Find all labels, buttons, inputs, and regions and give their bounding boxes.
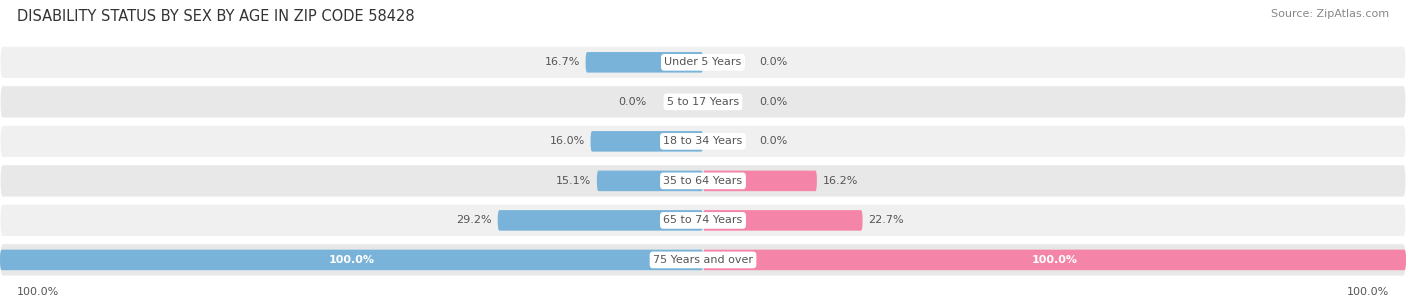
FancyBboxPatch shape [0, 46, 1406, 78]
FancyBboxPatch shape [0, 204, 1406, 237]
Text: DISABILITY STATUS BY SEX BY AGE IN ZIP CODE 58428: DISABILITY STATUS BY SEX BY AGE IN ZIP C… [17, 9, 415, 24]
Text: 5 to 17 Years: 5 to 17 Years [666, 97, 740, 107]
FancyBboxPatch shape [0, 125, 1406, 157]
Text: 0.0%: 0.0% [619, 97, 647, 107]
Text: 35 to 64 Years: 35 to 64 Years [664, 176, 742, 186]
Text: 0.0%: 0.0% [759, 136, 787, 146]
Text: Source: ZipAtlas.com: Source: ZipAtlas.com [1271, 9, 1389, 19]
Text: 15.1%: 15.1% [555, 176, 591, 186]
Text: 65 to 74 Years: 65 to 74 Years [664, 216, 742, 225]
FancyBboxPatch shape [0, 165, 1406, 197]
FancyBboxPatch shape [586, 52, 703, 73]
Text: 16.2%: 16.2% [823, 176, 858, 186]
Text: 29.2%: 29.2% [457, 216, 492, 225]
FancyBboxPatch shape [0, 250, 703, 270]
Legend: Male, Female: Male, Female [641, 303, 765, 304]
FancyBboxPatch shape [703, 210, 863, 231]
FancyBboxPatch shape [703, 171, 817, 191]
Text: 100.0%: 100.0% [1032, 255, 1077, 265]
FancyBboxPatch shape [703, 250, 1406, 270]
Text: 0.0%: 0.0% [759, 57, 787, 67]
Text: 18 to 34 Years: 18 to 34 Years [664, 136, 742, 146]
FancyBboxPatch shape [596, 171, 703, 191]
FancyBboxPatch shape [0, 244, 1406, 276]
Text: 22.7%: 22.7% [869, 216, 904, 225]
FancyBboxPatch shape [0, 86, 1406, 118]
Text: 100.0%: 100.0% [17, 287, 59, 297]
FancyBboxPatch shape [591, 131, 703, 152]
Text: Under 5 Years: Under 5 Years [665, 57, 741, 67]
Text: 16.7%: 16.7% [544, 57, 581, 67]
Text: 0.0%: 0.0% [759, 97, 787, 107]
FancyBboxPatch shape [498, 210, 703, 231]
Text: 100.0%: 100.0% [1347, 287, 1389, 297]
Text: 16.0%: 16.0% [550, 136, 585, 146]
Text: 100.0%: 100.0% [329, 255, 374, 265]
Text: 75 Years and over: 75 Years and over [652, 255, 754, 265]
